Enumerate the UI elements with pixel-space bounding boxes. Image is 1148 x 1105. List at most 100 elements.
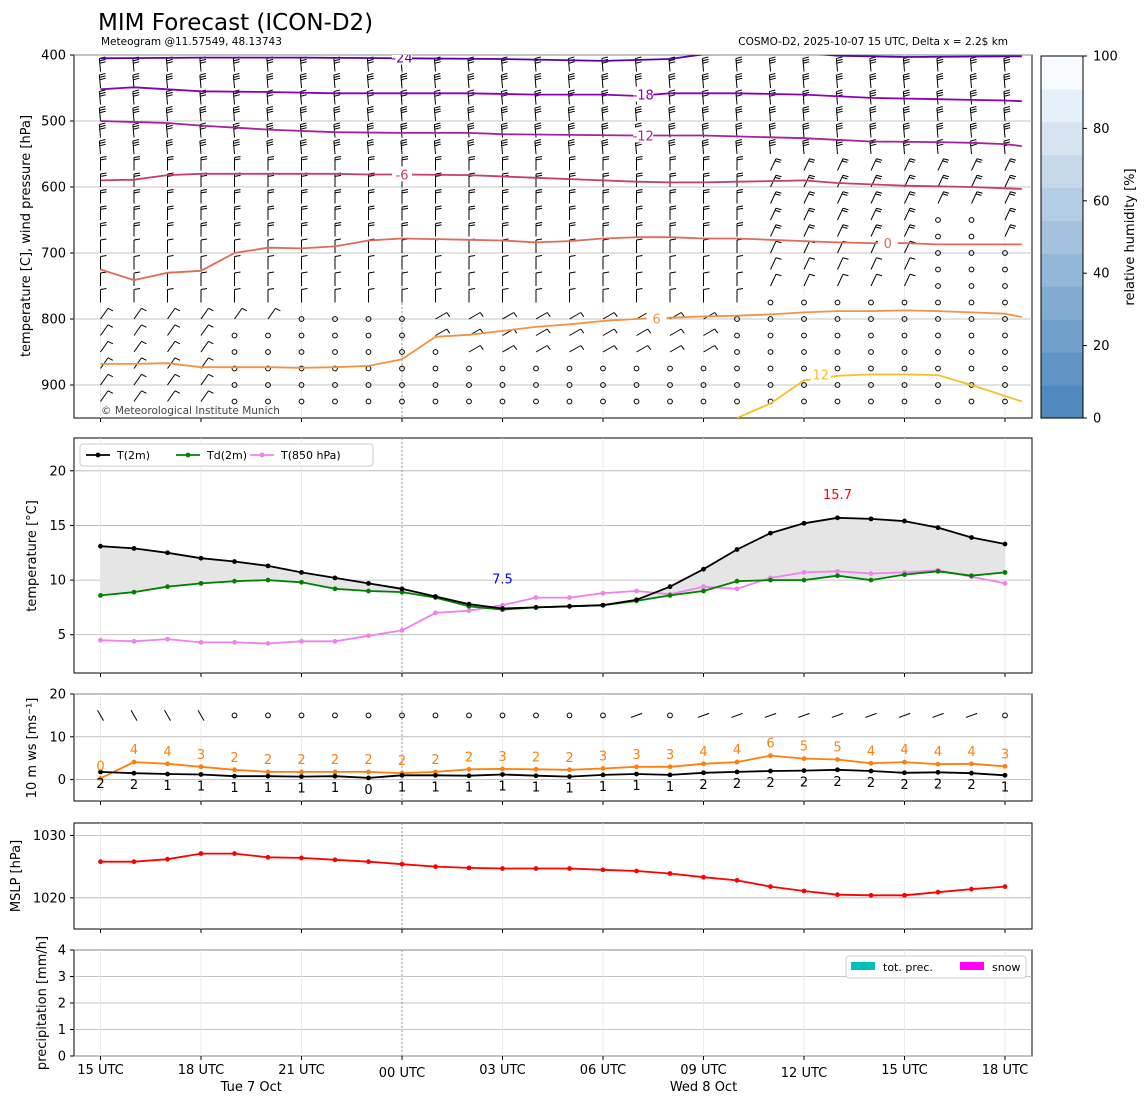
wind-barb <box>602 222 610 237</box>
barb-flag <box>869 91 877 95</box>
barb-flag <box>300 89 307 93</box>
calm-marker <box>231 382 238 388</box>
gust-point <box>835 757 840 762</box>
barb-flag <box>166 127 173 130</box>
barb-flag <box>774 176 781 180</box>
barb-flag <box>300 77 307 81</box>
wind-barb <box>167 340 181 353</box>
barb-flag <box>669 45 675 47</box>
data-point <box>801 570 807 575</box>
barb-flag <box>635 122 642 126</box>
barb-flag <box>703 174 710 177</box>
barb-flag <box>233 73 240 76</box>
isotherm-label: -18 <box>633 89 654 104</box>
barb-flag <box>669 238 677 241</box>
barb-flag <box>736 189 744 191</box>
barb-flag <box>1003 75 1011 78</box>
barb-staff <box>200 308 209 320</box>
gust-point <box>265 769 271 775</box>
barb-flag <box>703 158 710 161</box>
barb-flag <box>267 156 275 158</box>
barb-flag <box>434 139 441 142</box>
barb-flag <box>809 174 816 178</box>
barb-flag <box>501 127 508 130</box>
gust-label: 2 <box>264 753 272 768</box>
barb-flag <box>367 61 374 64</box>
wind-barb <box>535 345 551 353</box>
wind-barb <box>502 312 518 320</box>
barb-flag <box>468 158 476 161</box>
barb-flag <box>970 122 977 126</box>
wind-barb <box>132 139 140 155</box>
barb-flag <box>774 209 781 213</box>
wind-barb <box>267 255 275 270</box>
barb-flag <box>802 122 809 126</box>
barb-flag <box>669 255 677 257</box>
barb-flag <box>301 45 307 47</box>
data-point <box>1002 570 1008 575</box>
barb-staff <box>602 312 615 320</box>
colorbar-level <box>1041 352 1083 386</box>
chart-title: MIM Forecast (ICON-D2) <box>98 10 373 36</box>
calm-marker <box>633 398 640 405</box>
data-point <box>801 520 807 526</box>
calm-marker <box>231 332 238 339</box>
wind-barb <box>267 156 275 171</box>
barb-flag <box>334 224 342 227</box>
wind-barb <box>301 205 308 220</box>
barb-flag <box>876 207 883 211</box>
barb-flag <box>736 224 744 227</box>
wind-barb <box>234 288 241 303</box>
y-tick-label: 20 <box>49 688 66 703</box>
barb-flag <box>166 77 173 81</box>
barb-flag <box>234 255 241 257</box>
barb-flag <box>636 158 643 161</box>
barb-staff <box>703 328 716 336</box>
wind-barb <box>602 156 610 171</box>
barb-flag <box>936 75 944 78</box>
wind-barb <box>266 73 274 89</box>
gust-label: 3 <box>1001 747 1009 762</box>
wind-barb <box>299 73 307 89</box>
barb-flag <box>234 189 241 191</box>
mslp-point <box>701 874 706 880</box>
barb-flag <box>937 110 944 114</box>
barb-flag <box>301 288 308 290</box>
barb-flag <box>200 158 208 161</box>
barb-flag <box>903 106 910 109</box>
gust-point <box>801 756 807 762</box>
gust-label: 4 <box>699 745 707 760</box>
surface-barb <box>865 712 877 718</box>
wind-barb <box>100 271 107 286</box>
barb-flag <box>107 390 114 394</box>
barb-flag <box>468 191 476 194</box>
barb-staff <box>569 328 582 336</box>
barb-flag <box>669 43 675 45</box>
barb-flag <box>200 174 208 177</box>
wind-barb <box>167 222 174 237</box>
wind-barb <box>267 222 275 237</box>
barb-flag <box>368 45 374 47</box>
barb-flag <box>467 139 474 142</box>
surface-barb <box>965 712 978 718</box>
barb-flag <box>200 94 207 97</box>
barb-flag <box>669 77 676 81</box>
mslp-point <box>500 866 505 871</box>
barb-flag <box>568 89 575 93</box>
x-tick-label: 09 UTC <box>680 1063 726 1078</box>
gust-label: 4 <box>934 745 942 760</box>
mslp-point <box>366 859 371 865</box>
barb-flag <box>174 340 181 345</box>
calm-marker <box>935 332 941 339</box>
wind-barb <box>535 328 551 336</box>
barb-flag <box>534 139 541 142</box>
wind-barb <box>367 45 374 56</box>
mslp-point <box>98 859 103 865</box>
wind-barb <box>936 106 944 122</box>
gust-point <box>600 766 606 771</box>
barb-staff <box>535 345 548 353</box>
barb-flag <box>334 288 342 290</box>
barb-flag <box>903 124 910 128</box>
barb-flag <box>942 193 949 196</box>
